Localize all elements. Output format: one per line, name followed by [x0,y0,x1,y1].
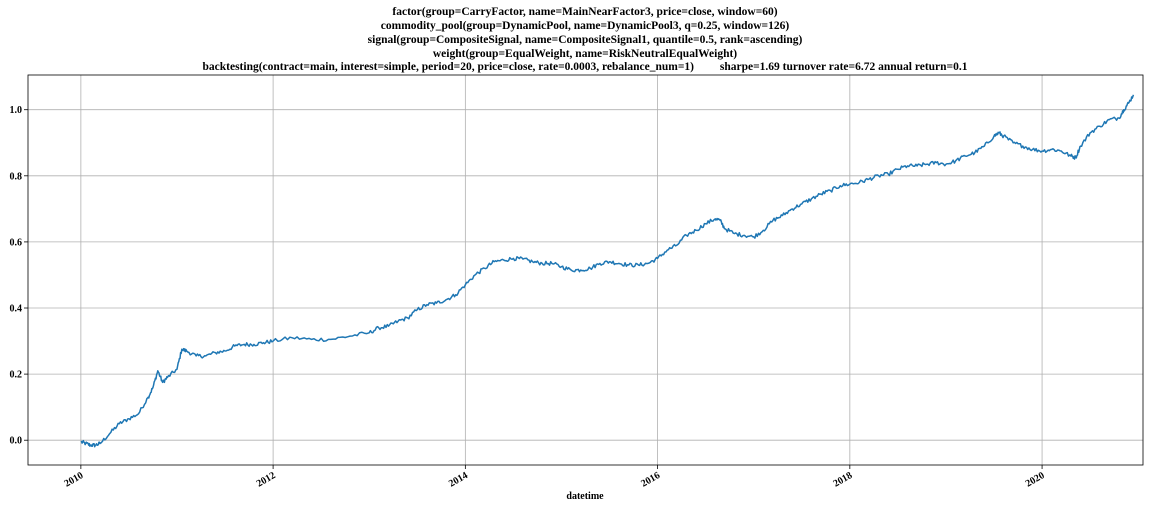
x-axis-label: datetime [566,491,604,502]
y-tick-label: 0.4 [10,304,23,315]
y-axis-ticks: 0.0 0.2 0.4 0.6 0.8 1.0 [10,105,28,447]
series-line [80,94,1135,448]
chart-title: factor(group=CarryFactor, name=MainNearF… [203,6,968,73]
title-line-signal: signal(group=CompositeSignal, name=Compo… [368,34,803,46]
y-tick-label: 0.0 [10,436,23,447]
y-tick-label: 1.0 [10,105,23,116]
title-line-factor: factor(group=CarryFactor, name=MainNearF… [392,6,777,18]
grid-lines [28,75,1143,465]
plot-area-frame [27,74,1144,466]
y-tick-label: 0.2 [10,370,23,381]
series-layer [80,94,1135,448]
title-line-backtesting: backtesting(contract=main, interest=simp… [203,61,968,73]
y-tick-label: 0.8 [10,171,23,182]
title-line-weight: weight(group=EqualWeight, name=RiskNeutr… [433,48,737,60]
y-tick-label: 0.6 [10,237,23,248]
title-line-commodity-pool: commodity_pool(group=DynamicPool, name=D… [381,20,790,32]
